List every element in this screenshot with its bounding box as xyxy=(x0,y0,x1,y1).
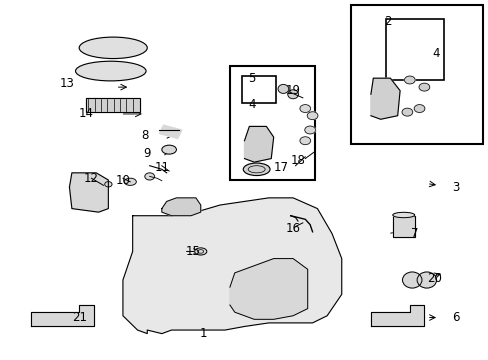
Text: 10: 10 xyxy=(115,174,130,186)
Text: 3: 3 xyxy=(451,181,459,194)
Ellipse shape xyxy=(392,212,414,218)
Ellipse shape xyxy=(413,105,424,112)
Text: 13: 13 xyxy=(60,77,74,90)
Text: 11: 11 xyxy=(154,161,169,174)
Polygon shape xyxy=(244,126,273,162)
Text: 8: 8 xyxy=(141,129,148,142)
Bar xyxy=(392,216,414,237)
Ellipse shape xyxy=(287,90,298,99)
Ellipse shape xyxy=(306,112,317,120)
Text: 17: 17 xyxy=(273,161,288,174)
Bar xyxy=(229,66,314,180)
Polygon shape xyxy=(229,258,307,319)
Polygon shape xyxy=(69,173,108,212)
Ellipse shape xyxy=(144,173,154,180)
Text: 14: 14 xyxy=(79,107,94,120)
Bar xyxy=(351,5,482,144)
Ellipse shape xyxy=(194,248,206,255)
Ellipse shape xyxy=(402,272,421,288)
Polygon shape xyxy=(30,305,94,327)
Ellipse shape xyxy=(404,76,414,84)
Text: 15: 15 xyxy=(185,245,201,258)
Ellipse shape xyxy=(75,61,146,81)
Text: 4: 4 xyxy=(247,99,255,112)
Ellipse shape xyxy=(79,37,147,59)
Ellipse shape xyxy=(162,145,176,154)
Polygon shape xyxy=(162,198,201,216)
Bar xyxy=(385,19,443,80)
Text: 7: 7 xyxy=(410,227,418,240)
Text: 18: 18 xyxy=(290,154,305,167)
Text: 12: 12 xyxy=(83,172,99,185)
Bar xyxy=(86,98,140,112)
Ellipse shape xyxy=(416,272,436,288)
Bar xyxy=(86,98,140,112)
Ellipse shape xyxy=(299,137,310,145)
Text: 1: 1 xyxy=(199,327,206,340)
Ellipse shape xyxy=(243,163,269,176)
Ellipse shape xyxy=(124,178,136,185)
Text: 20: 20 xyxy=(426,272,441,285)
Text: 4: 4 xyxy=(432,47,439,60)
Bar xyxy=(392,216,414,237)
Ellipse shape xyxy=(299,105,310,112)
Text: 9: 9 xyxy=(143,147,151,160)
Bar xyxy=(159,125,182,139)
Text: 19: 19 xyxy=(285,84,300,97)
Polygon shape xyxy=(122,198,341,334)
Text: 5: 5 xyxy=(247,72,255,85)
Polygon shape xyxy=(370,305,424,327)
Text: 2: 2 xyxy=(384,14,391,27)
Ellipse shape xyxy=(304,126,315,134)
Text: 16: 16 xyxy=(285,222,300,235)
Ellipse shape xyxy=(401,108,412,116)
Ellipse shape xyxy=(418,83,429,91)
Text: 21: 21 xyxy=(72,311,86,324)
Ellipse shape xyxy=(278,85,288,93)
Ellipse shape xyxy=(104,181,112,187)
Text: 6: 6 xyxy=(451,311,459,324)
Polygon shape xyxy=(370,78,399,119)
Bar xyxy=(242,76,276,103)
